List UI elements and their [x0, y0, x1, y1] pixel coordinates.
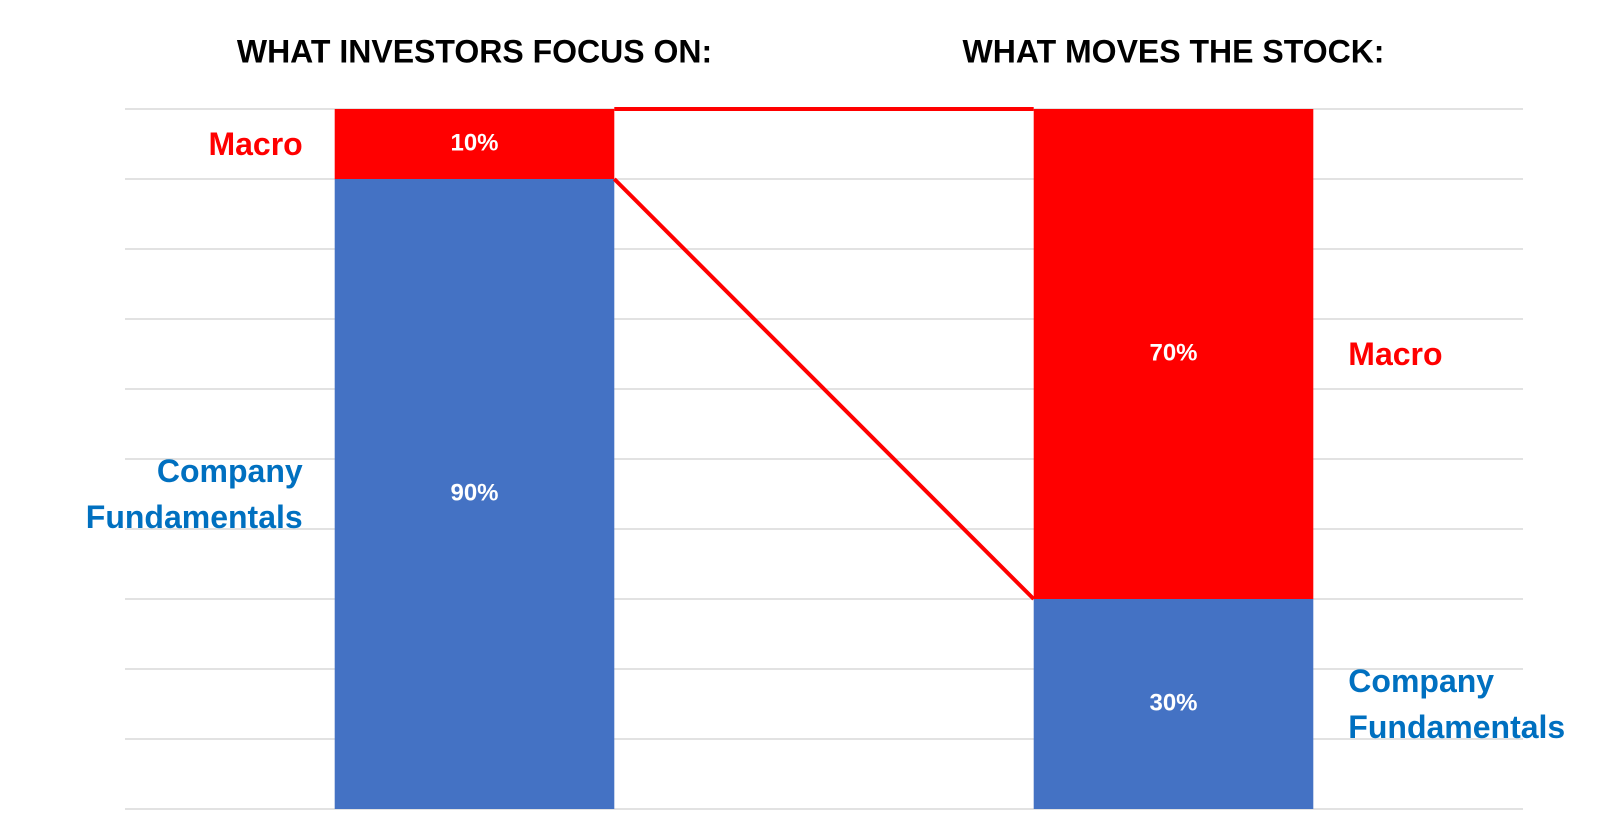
bar-segment [1033, 599, 1314, 809]
series-label: Macro [208, 126, 303, 162]
series-label-box: Company Fundamentals [1348, 663, 1566, 745]
series-label: Macro [1348, 336, 1443, 372]
series-label-box: Macro [1348, 336, 1443, 372]
x-category-label: WHAT INVESTORS FOCUS ON: [237, 33, 712, 69]
connector [612, 177, 1036, 601]
bar-segment [1033, 109, 1314, 599]
series-label: Company Fundamentals [1348, 663, 1566, 745]
x-category-label: WHAT MOVES THE STOCK: [963, 33, 1385, 69]
series-label: Company Fundamentals [85, 453, 303, 535]
series-label-box: Macro [208, 126, 303, 162]
bar-segment [334, 109, 615, 179]
value-label: 30% [1149, 689, 1197, 716]
value-label: 70% [1149, 339, 1197, 366]
series-label-box: Company Fundamentals [85, 453, 303, 535]
bar-segment [334, 179, 615, 809]
value-label: 10% [450, 129, 498, 156]
value-label: 90% [450, 479, 498, 506]
